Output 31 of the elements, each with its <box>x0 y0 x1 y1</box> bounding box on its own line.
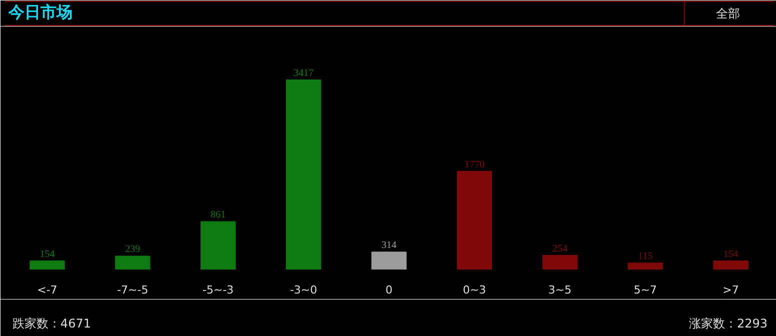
bar <box>542 254 578 270</box>
bar <box>115 256 150 270</box>
x-tick-label: 3~5 <box>548 284 572 296</box>
data-label: 154 <box>40 248 55 260</box>
bar <box>456 170 492 270</box>
data-label: 861 <box>210 210 226 221</box>
data-label: 3417 <box>294 68 314 79</box>
text: 涨家数：2293 <box>689 316 768 330</box>
data-label: 1770 <box>464 159 484 170</box>
data-label: 115 <box>638 251 653 262</box>
x-tick-label: -5~-3 <box>202 284 234 296</box>
x-tick-label: -3~0 <box>290 284 318 296</box>
bar <box>713 260 748 270</box>
bar <box>30 260 65 270</box>
x-tick-label: >7 <box>722 284 739 296</box>
data-label: 254 <box>552 243 568 254</box>
data-label: 154 <box>723 248 738 260</box>
x-tick-label: 0 <box>386 284 392 296</box>
x-tick-label: 0~3 <box>462 284 486 296</box>
bar <box>371 252 407 270</box>
bar <box>628 262 663 270</box>
data-label: 314 <box>382 240 396 252</box>
chart-title: 今日市场 <box>7 2 72 22</box>
text: 全部 <box>716 6 740 20</box>
data-label: 239 <box>125 244 140 256</box>
bar <box>200 221 236 270</box>
x-tick-label: 5~7 <box>634 284 657 296</box>
x-tick-label: -7~-5 <box>117 284 148 296</box>
bar <box>286 79 322 270</box>
text: 跌家数：4671 <box>12 316 91 330</box>
x-tick-label: <-7 <box>37 284 58 296</box>
